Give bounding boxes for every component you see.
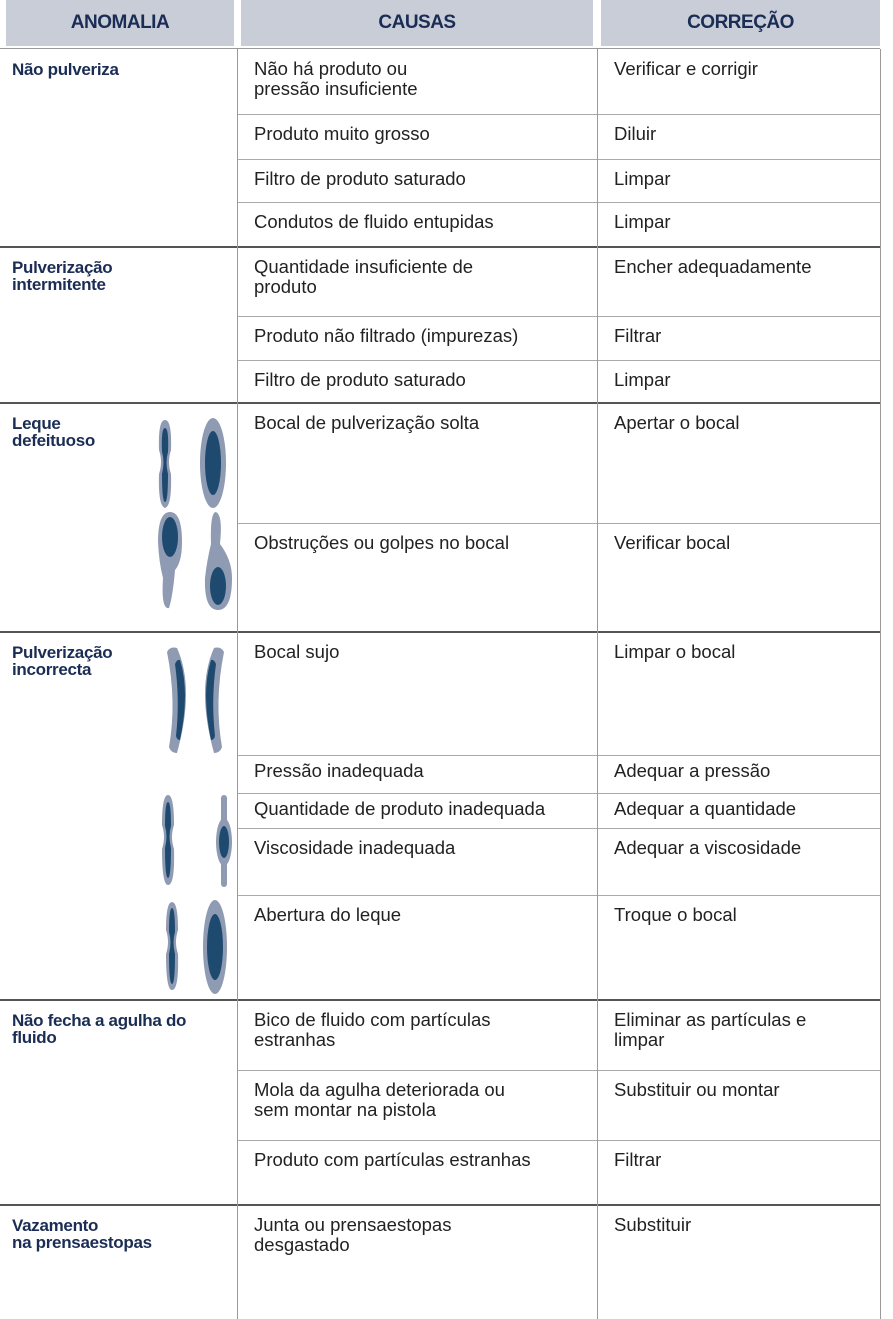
header-cell: ANOMALIA <box>6 0 234 46</box>
correction: Limpar <box>614 168 671 189</box>
column-rule <box>597 247 598 403</box>
rule <box>237 523 880 524</box>
icon-core <box>161 428 229 984</box>
group-rule <box>0 246 880 248</box>
column-rule <box>880 49 881 247</box>
correction: Adequar a viscosidade <box>614 837 802 858</box>
column-rule <box>237 632 238 1000</box>
anomaly: Leque defeituoso <box>12 414 95 450</box>
anomaly: Pulverização incorrecta <box>12 643 113 679</box>
cause: Viscosidade inadequada <box>254 837 456 858</box>
cause: Filtro de produto saturado <box>254 369 466 390</box>
rule <box>237 1070 880 1071</box>
column-rule <box>237 403 238 632</box>
column-rule <box>880 1000 881 1205</box>
column-rule <box>237 49 238 247</box>
cause: Produto muito grosso <box>254 123 430 144</box>
correction: Filtrar <box>614 1149 662 1170</box>
column-rule <box>880 403 881 632</box>
correction: Diluir <box>614 123 657 144</box>
column-rule <box>597 632 598 1000</box>
group-rule <box>0 402 880 404</box>
correction: Filtrar <box>614 325 662 346</box>
cause: Junta ou prensaestopas desgastado <box>254 1214 452 1255</box>
rule <box>237 828 880 829</box>
correction: Substituir ou montar <box>614 1079 780 1100</box>
cause: Obstruções ou golpes no bocal <box>254 532 510 553</box>
correction: Encher adequadamente <box>614 256 812 277</box>
cause: Mola da agulha deteriorada ou sem montar… <box>254 1079 505 1120</box>
column-rule <box>880 247 881 403</box>
column-rule <box>597 403 598 632</box>
cause: Não há produto ou pressão insuficiente <box>254 58 418 99</box>
rule <box>237 1140 880 1141</box>
rule <box>237 316 880 317</box>
column-rule <box>237 247 238 403</box>
anomaly: Pulverização intermitente <box>12 258 113 294</box>
header-cell: CORREÇÃO <box>601 0 880 46</box>
correction: Limpar <box>614 369 671 390</box>
rule <box>237 202 880 203</box>
correction: Adequar a quantidade <box>614 798 797 819</box>
cause: Produto não filtrado (impurezas) <box>254 325 519 346</box>
correction: Troque o bocal <box>614 904 737 925</box>
cause: Quantidade de produto inadequada <box>254 798 546 819</box>
cause: Produto com partículas estranhas <box>254 1149 531 1170</box>
correction: Apertar o bocal <box>614 412 740 433</box>
cause: Abertura do leque <box>254 904 402 925</box>
correction: Verificar e corrigir <box>614 58 758 79</box>
anomaly: Não fecha a agulha do fluido <box>12 1011 187 1047</box>
rule <box>237 360 880 361</box>
cause: Pressão inadequada <box>254 760 424 781</box>
rule <box>237 159 880 160</box>
correction: Eliminar as partículas e limpar <box>614 1009 807 1050</box>
column-rule <box>880 632 881 1000</box>
cause: Condutos de fluido entupidas <box>254 211 494 232</box>
column-rule <box>237 1000 238 1205</box>
column-rule <box>237 1205 238 1319</box>
rule <box>237 793 880 794</box>
rule <box>0 48 880 49</box>
cause: Bocal de pulverização solta <box>254 412 480 433</box>
column-rule <box>880 1205 881 1319</box>
header-cell: CAUSAS <box>241 0 593 46</box>
anomaly: Não pulveriza <box>12 60 119 79</box>
correction: Limpar <box>614 211 671 232</box>
cause: Filtro de produto saturado <box>254 168 466 189</box>
cause: Quantidade insuficiente de produto <box>254 256 474 297</box>
rule <box>237 755 880 756</box>
group-rule <box>0 999 880 1001</box>
group-rule <box>0 631 880 633</box>
column-rule <box>597 49 598 247</box>
correction: Substituir <box>614 1214 692 1235</box>
column-rule <box>597 1205 598 1319</box>
group-rule <box>0 1204 880 1206</box>
rule <box>237 114 880 115</box>
correction: Verificar bocal <box>614 532 731 553</box>
cause: Bocal sujo <box>254 641 340 662</box>
column-rule <box>597 1000 598 1205</box>
correction: Adequar a pressão <box>614 760 771 781</box>
anomaly: Vazamento na prensaestopas <box>12 1216 152 1252</box>
correction: Limpar o bocal <box>614 641 736 662</box>
rule <box>237 895 880 896</box>
icon-fill <box>158 418 232 994</box>
cause: Bico de fluido com partículas estranhas <box>254 1009 491 1050</box>
